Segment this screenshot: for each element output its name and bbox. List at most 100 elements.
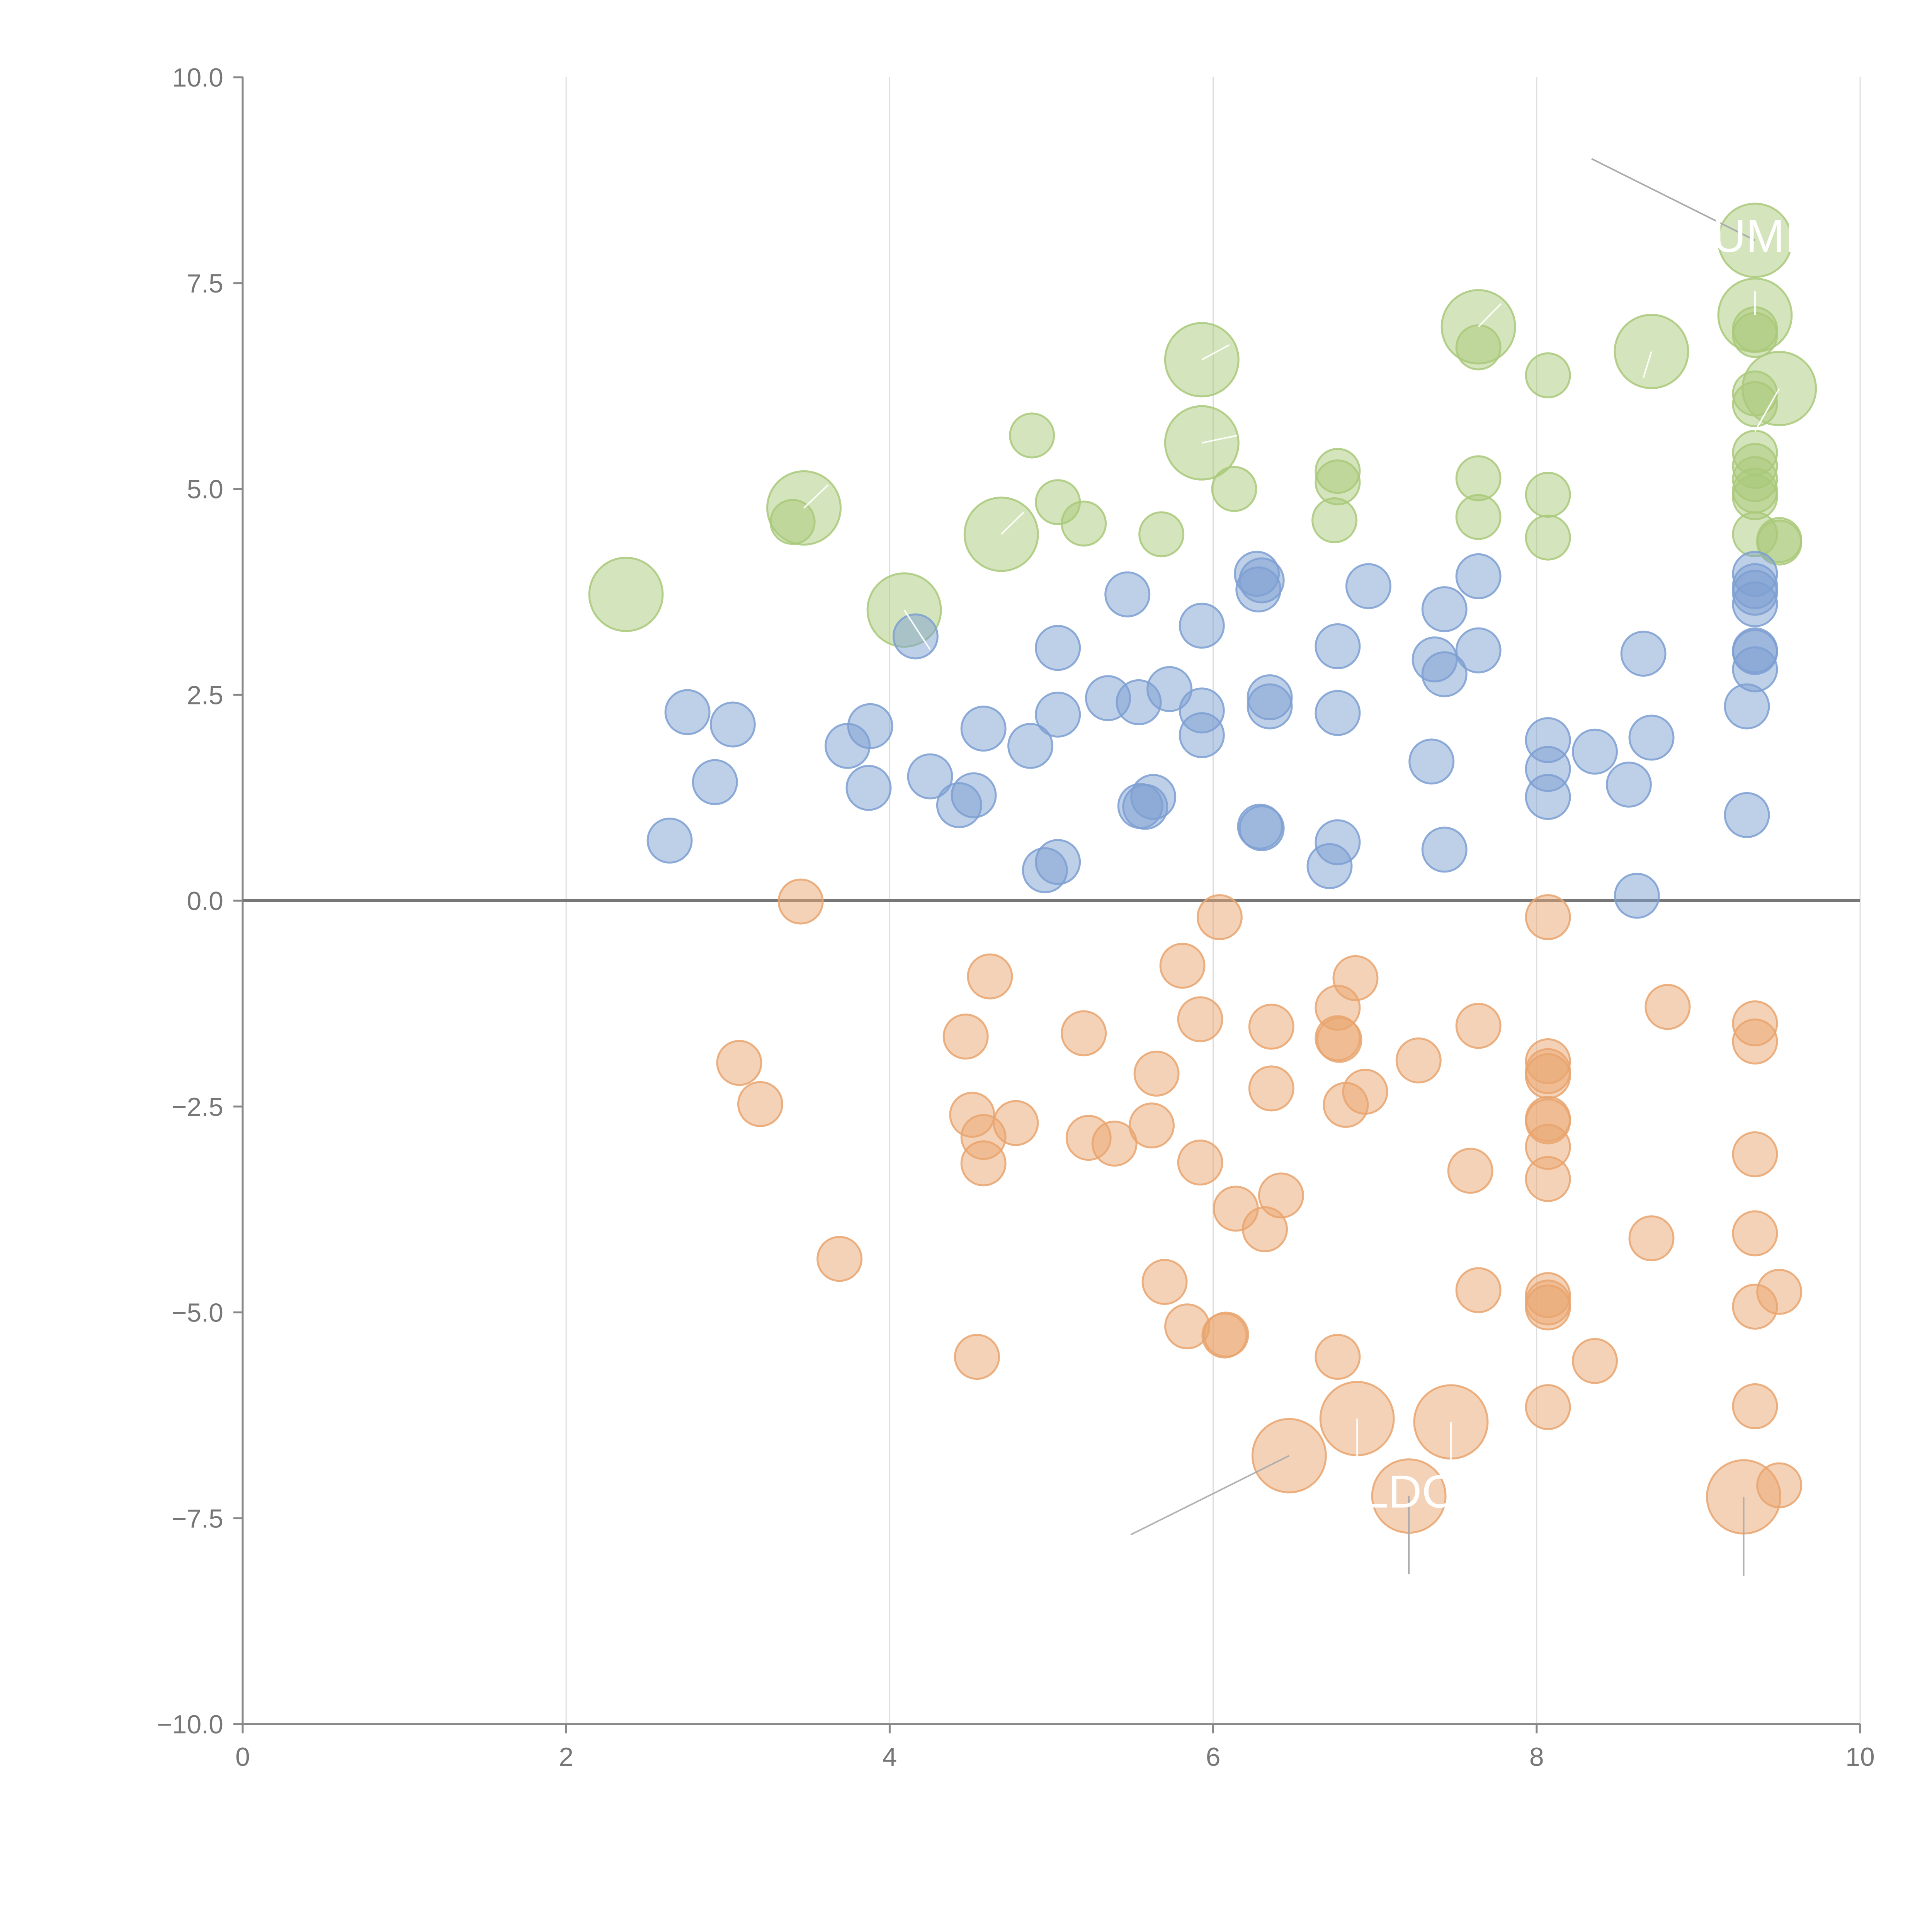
green-bubble <box>1525 352 1571 398</box>
blue-bubble <box>907 753 953 799</box>
y-tick-label: −10.0 <box>157 1710 223 1739</box>
orange-bubble <box>1525 1156 1571 1202</box>
orange-bubble <box>967 953 1013 1000</box>
blue-bubble <box>1421 586 1468 633</box>
orange-bubble <box>1732 1131 1778 1177</box>
orange-bubble <box>737 1081 784 1127</box>
green-bubble <box>1455 494 1502 540</box>
blue-bubble <box>1179 602 1225 649</box>
blue-bubble <box>1247 683 1293 730</box>
blue-bubble <box>646 817 693 864</box>
blue-bubble <box>1315 690 1361 736</box>
x-tick-label: 8 <box>1529 1742 1544 1772</box>
blue-bubble <box>845 765 892 811</box>
blue-bubble <box>1614 872 1660 919</box>
orange-bubble <box>1203 1311 1249 1358</box>
x-tick-label: 10 <box>1845 1742 1875 1772</box>
blue-bubble <box>1732 581 1778 628</box>
orange-bubble <box>1732 1210 1778 1257</box>
orange-bubble <box>960 1140 1007 1187</box>
orange-bubble <box>1177 1139 1223 1186</box>
orange-bubble <box>1248 1003 1294 1050</box>
label-leader-line <box>1000 511 1025 535</box>
orange-bubble <box>1196 894 1243 940</box>
green-bubble <box>1455 324 1502 371</box>
annotation-leader-line <box>1591 158 1755 241</box>
orange-bubble <box>1316 1017 1362 1063</box>
green-bubble <box>1138 511 1185 558</box>
orange-bubble <box>716 1040 762 1086</box>
green-bubble <box>1455 455 1502 502</box>
y-tick-label: −2.5 <box>172 1092 223 1122</box>
green-bubble <box>1732 312 1778 358</box>
green-bubble <box>1061 500 1107 547</box>
orange-bubble <box>1332 955 1379 1001</box>
blue-bubble <box>960 706 1007 752</box>
label-leader-line <box>1201 344 1230 361</box>
orange-bubble <box>1159 942 1206 989</box>
blue-bubble <box>1345 563 1391 609</box>
blue-bubble <box>1315 819 1361 866</box>
orange-bubble <box>1091 1121 1138 1167</box>
orange-bubble <box>1258 1172 1304 1219</box>
orange-bubble <box>1248 1065 1294 1112</box>
blue-bubble <box>1035 839 1081 885</box>
blue-bubble <box>1620 631 1667 677</box>
orange-bubble <box>1756 1462 1803 1509</box>
blue-bubble <box>1238 805 1285 851</box>
blue-bubble <box>1146 666 1193 712</box>
orange-bubble <box>1133 1051 1180 1097</box>
orange-bubble <box>1525 1384 1571 1430</box>
x-tick-label: 4 <box>882 1742 897 1772</box>
blue-bubble <box>1455 627 1502 673</box>
green-bubble <box>1525 471 1571 518</box>
orange-bubble <box>1571 1338 1618 1384</box>
y-tick-label: −7.5 <box>172 1504 223 1533</box>
orange-bubble <box>1129 1102 1175 1149</box>
blue-bubble <box>892 613 939 660</box>
orange-bubble <box>1455 1267 1502 1313</box>
blue-bubble <box>1421 827 1468 873</box>
blue-bubble <box>1571 728 1618 775</box>
y-tick-label: 2.5 <box>187 680 223 710</box>
blue-bubble <box>1628 714 1675 761</box>
label-leader-line <box>1130 1455 1290 1536</box>
orange-bubble <box>1177 996 1223 1043</box>
blue-bubble <box>951 772 997 818</box>
orange-bubble <box>1061 1010 1107 1056</box>
orange-bubble <box>1645 984 1691 1030</box>
blue-bubble <box>1605 762 1652 808</box>
annotations: UMI LDC <box>803 158 1798 1576</box>
blue-bubble <box>1179 712 1225 759</box>
y-tick-label: 5.0 <box>187 475 223 504</box>
blue-bubble <box>692 759 738 805</box>
x-tick-label: 6 <box>1206 1742 1221 1772</box>
blue-bubble <box>1724 792 1770 838</box>
orange-bubble <box>1447 1148 1493 1194</box>
annotation-label: LDC <box>1362 1466 1455 1518</box>
label-leader-line <box>1754 388 1780 432</box>
label-leader-line <box>903 609 931 650</box>
blue-bubble <box>1035 691 1081 738</box>
blue-bubble <box>1732 646 1778 692</box>
orange-bubble <box>1732 1018 1778 1065</box>
orange-bubble <box>993 1100 1039 1146</box>
blue-bubble <box>1525 774 1571 820</box>
blue-bubble <box>1315 623 1361 670</box>
orange-bubble <box>1315 1334 1361 1380</box>
orange-bubble <box>1455 1003 1502 1049</box>
blue-bubble <box>1035 625 1081 671</box>
blue-bubble <box>1421 651 1468 697</box>
green-bubble <box>588 556 664 632</box>
orange-bubble <box>1732 1383 1778 1429</box>
label-leader-line <box>1201 435 1238 444</box>
x-tick-label: 2 <box>559 1742 573 1772</box>
blue-bubble <box>1238 557 1285 604</box>
x-tick-label: 0 <box>235 1742 250 1772</box>
orange-bubble <box>1141 1259 1188 1305</box>
blue-bubble <box>1130 774 1177 820</box>
y-tick-label: 7.5 <box>187 269 223 298</box>
orange-bubble <box>816 1236 863 1282</box>
orange-bubble <box>1756 1269 1803 1315</box>
